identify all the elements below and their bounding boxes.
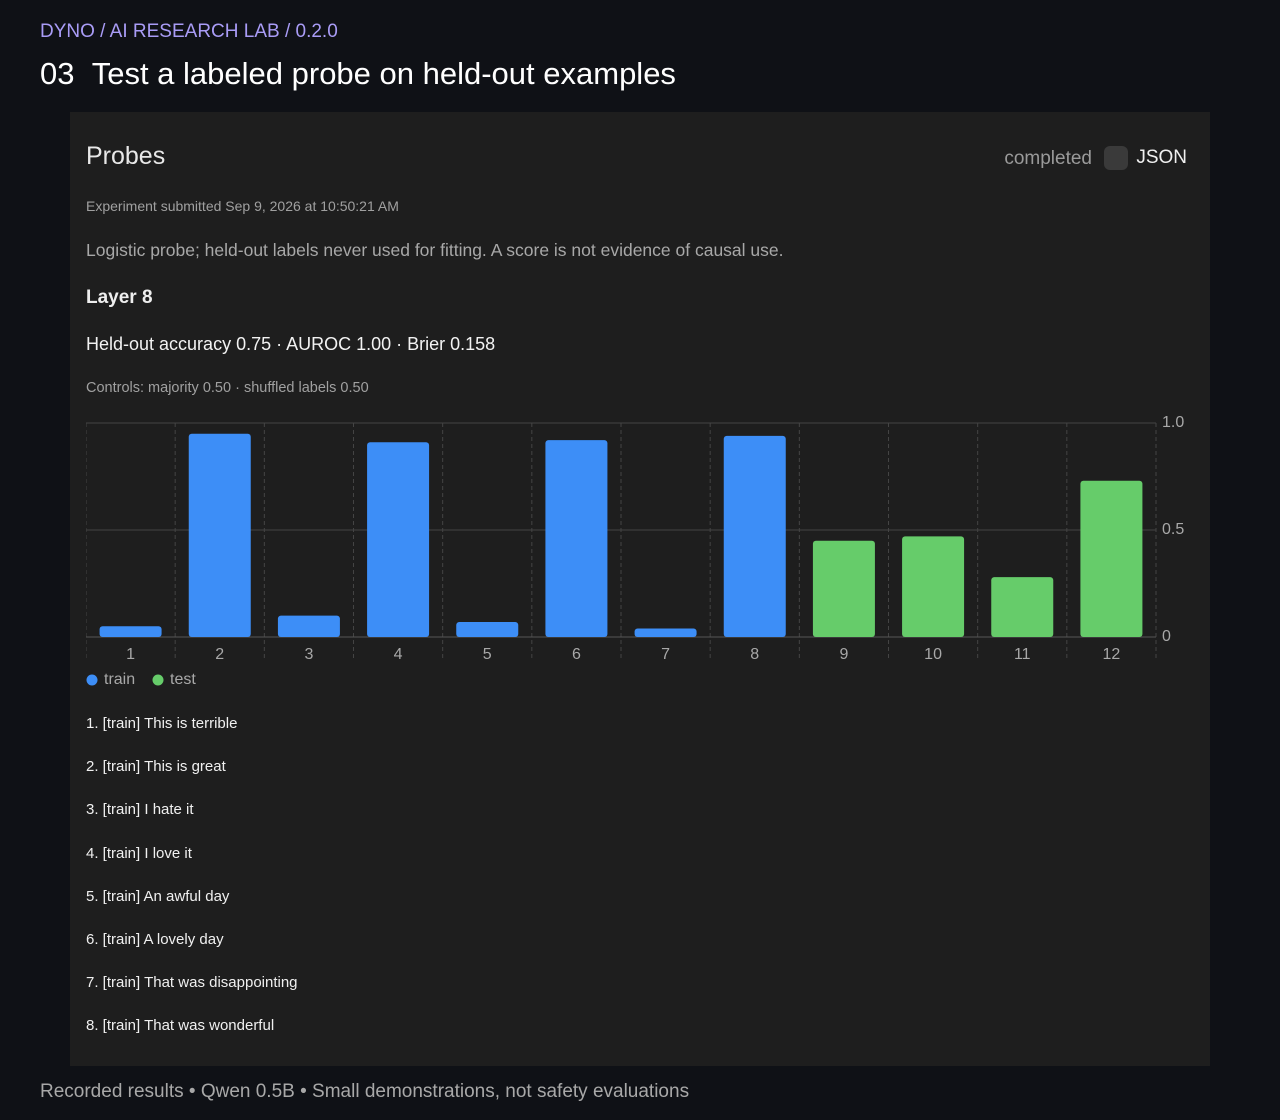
bar	[1080, 480, 1143, 637]
example-item: 5. [train] An awful day	[86, 887, 230, 905]
legend-label: test	[170, 671, 196, 688]
legend-marker	[86, 674, 98, 686]
metrics: Held-out accuracy 0.75 · AUROC 1.00 · Br…	[86, 334, 496, 354]
step-number: 03	[40, 56, 75, 91]
example-item: 8. [train] That was wonderful	[86, 1017, 275, 1035]
breadcrumb: DYNO / AI RESEARCH LAB / 0.2.0	[40, 21, 338, 42]
example-item: 6. [train] A lovely day	[86, 931, 224, 948]
bar	[456, 622, 519, 637]
bar	[991, 577, 1054, 637]
example-item: 7. [train] That was disappointing	[86, 974, 298, 992]
description: Logistic probe; held-out labels never us…	[86, 240, 784, 260]
x-tick-label: 2	[215, 646, 224, 663]
x-tick-label: 12	[1103, 646, 1121, 663]
bar	[545, 440, 608, 637]
example-item: 3. [train] I hate it	[86, 801, 194, 819]
bar	[634, 628, 697, 637]
title: Test a labeled probe on held-out example…	[91, 56, 676, 91]
example-item: 4. [train] I love it	[86, 844, 192, 862]
panel: Probes completed JSON Experiment submitt…	[70, 112, 1210, 1066]
submitted: Experiment submitted Sep 9, 2026 at 10:5…	[86, 198, 399, 214]
page-title: 03 Test a labeled probe on held-out exam…	[40, 56, 676, 92]
y-tick-label: 0.5	[1162, 521, 1184, 538]
x-tick-label: 7	[661, 646, 670, 663]
x-tick-label: 10	[924, 646, 942, 663]
status: completed	[1004, 148, 1092, 169]
x-tick-label: 11	[1014, 646, 1031, 663]
json-toggle[interactable]	[1104, 146, 1128, 170]
y-tick-label: 1.0	[1162, 414, 1184, 431]
bar	[277, 615, 340, 637]
y-tick-label: 0	[1162, 628, 1171, 645]
bar	[367, 442, 430, 637]
bar	[902, 536, 965, 637]
x-tick-label: 8	[750, 646, 759, 663]
x-tick-label: 6	[572, 646, 581, 663]
x-tick-label: 9	[839, 646, 848, 663]
example-item: 1. [train] This is terrible	[86, 715, 238, 732]
layer: Layer 8	[86, 287, 153, 308]
x-tick-label: 1	[126, 646, 135, 663]
legend-marker	[152, 674, 164, 686]
x-tick-label: 3	[304, 646, 313, 663]
legend-label: train	[104, 671, 135, 688]
x-tick-label: 5	[483, 646, 492, 663]
footer: Recorded results • Qwen 0.5B • Small dem…	[40, 1081, 690, 1102]
controls: Controls: majority 0.50 · shuffled label…	[86, 380, 369, 396]
toggle-label[interactable]: JSON	[1136, 147, 1187, 168]
bar	[188, 433, 251, 637]
bar	[723, 435, 786, 637]
bar	[99, 626, 162, 637]
panel-title: Probes	[86, 142, 166, 170]
x-tick-label: 4	[394, 646, 403, 663]
example-item: 2. [train] This is great	[86, 758, 226, 776]
bar	[812, 540, 875, 637]
